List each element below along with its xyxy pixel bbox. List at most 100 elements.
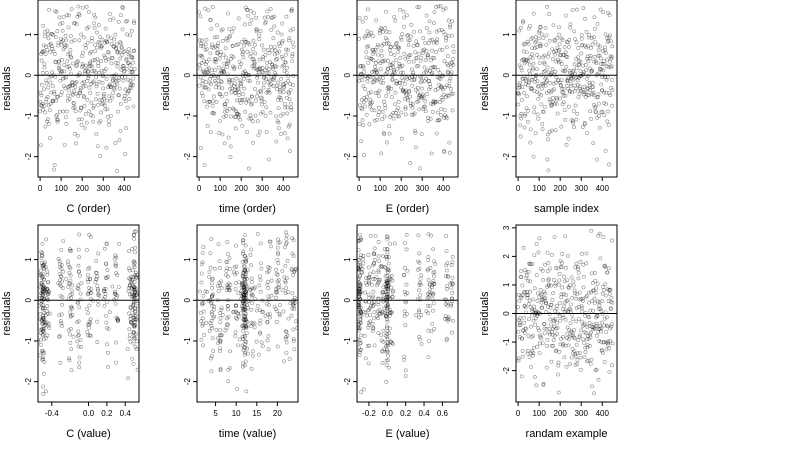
data-point	[432, 10, 437, 15]
data-point	[220, 70, 224, 75]
data-point	[224, 65, 229, 69]
data-point	[66, 259, 70, 264]
data-point	[412, 29, 416, 34]
data-point	[262, 15, 267, 20]
data-point	[555, 97, 559, 102]
data-point	[610, 88, 615, 92]
data-point	[112, 37, 117, 42]
data-point	[116, 78, 121, 83]
data-point	[133, 332, 138, 337]
data-point	[444, 234, 448, 238]
data-point	[424, 309, 429, 314]
data-point	[545, 132, 550, 137]
data-point	[560, 285, 564, 290]
data-point	[375, 78, 379, 83]
data-point	[237, 89, 242, 94]
data-point	[201, 309, 206, 314]
data-point	[211, 292, 216, 297]
data-point	[367, 32, 372, 37]
data-point	[400, 89, 405, 93]
x-tick-label: -0.4	[45, 409, 59, 418]
data-point	[199, 61, 204, 65]
data-point	[112, 87, 117, 92]
data-point	[274, 271, 279, 276]
data-point	[41, 321, 46, 326]
data-point	[439, 113, 443, 117]
data-point	[242, 254, 247, 259]
data-point	[376, 240, 381, 244]
data-point	[358, 341, 363, 345]
data-point	[226, 367, 231, 372]
data-point	[266, 294, 271, 299]
data-point	[234, 303, 239, 308]
data-point	[129, 81, 134, 86]
data-point	[245, 49, 250, 54]
data-point	[277, 311, 282, 316]
data-point	[112, 44, 116, 49]
data-point	[553, 283, 558, 288]
data-point	[610, 44, 615, 49]
data-point	[518, 114, 523, 118]
data-point	[207, 274, 212, 279]
data-point	[370, 34, 375, 38]
data-point	[445, 284, 449, 288]
data-point	[374, 275, 379, 280]
plot-frame	[515, 0, 618, 178]
data-point	[519, 98, 524, 103]
data-point	[383, 290, 388, 295]
data-point	[48, 136, 52, 141]
data-point	[576, 338, 581, 342]
data-point	[372, 49, 376, 54]
data-point	[591, 102, 596, 107]
data-point	[217, 266, 222, 270]
y-tick-label: 0	[24, 298, 33, 303]
data-point	[550, 327, 555, 331]
data-point	[78, 85, 83, 90]
data-point	[555, 325, 560, 330]
data-point	[384, 304, 389, 309]
data-point	[243, 342, 248, 347]
data-point	[395, 108, 399, 113]
data-point	[81, 94, 86, 98]
x-tick-label: 0.4	[120, 409, 132, 418]
data-point	[546, 54, 550, 59]
data-point	[559, 295, 564, 300]
data-point	[538, 333, 543, 337]
data-point	[404, 247, 409, 252]
data-point	[60, 279, 64, 284]
data-point	[225, 283, 230, 288]
data-point	[115, 273, 120, 278]
data-point	[557, 53, 562, 58]
data-point	[129, 321, 134, 326]
data-point	[278, 113, 283, 118]
data-point	[590, 42, 595, 47]
data-point	[94, 132, 99, 137]
data-point	[129, 55, 134, 60]
data-point	[577, 62, 582, 67]
data-point	[73, 141, 78, 146]
data-point	[376, 254, 381, 259]
data-point	[437, 118, 442, 122]
data-point	[539, 336, 544, 341]
data-point	[111, 44, 116, 49]
data-point	[450, 275, 455, 280]
data-point	[523, 76, 528, 81]
data-point	[548, 317, 553, 322]
data-point	[279, 76, 284, 81]
data-point	[409, 23, 414, 27]
data-point	[588, 53, 593, 58]
data-point	[435, 86, 440, 91]
data-point	[258, 29, 263, 34]
data-point	[209, 26, 214, 31]
data-point	[218, 368, 223, 372]
data-point	[422, 65, 427, 70]
x-tick-label: 0	[38, 184, 43, 193]
data-point	[232, 88, 237, 92]
data-point	[234, 311, 239, 315]
data-point	[379, 26, 383, 31]
data-point	[284, 14, 289, 19]
data-point	[242, 290, 247, 295]
data-point	[595, 22, 600, 26]
data-point	[43, 323, 48, 327]
data-point	[449, 263, 454, 268]
